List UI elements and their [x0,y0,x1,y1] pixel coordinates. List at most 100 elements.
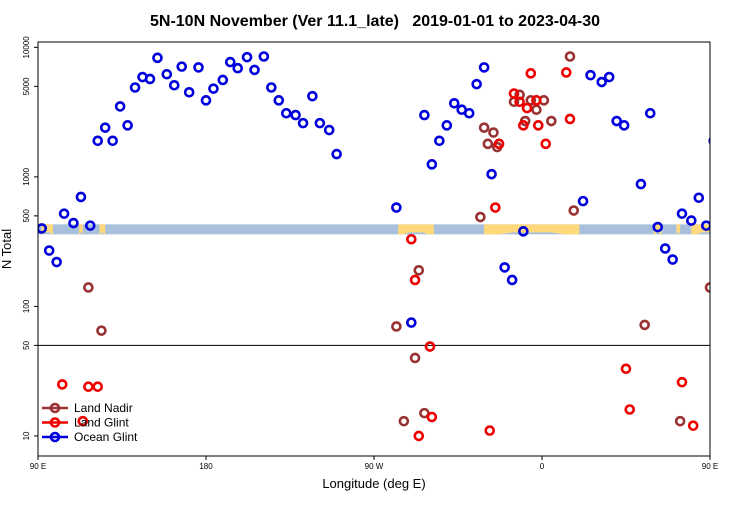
land-glint-point [620,363,632,375]
ocean-glint-point [92,135,104,147]
land-band-segment [676,224,681,235]
ocean-glint-point [441,120,453,131]
ocean-band [38,224,710,235]
land-glint-point [518,120,529,131]
land-nadir-point [413,265,425,276]
land-glint-point [514,96,525,108]
ocean-glint-point [297,117,309,129]
land-glint-point [531,95,542,106]
legend-label-land-glint: Land Glint [74,416,129,430]
ocean-glint-point [193,62,204,73]
land-glint-point [508,88,520,99]
ocean-glint-point [448,97,460,109]
land-nadir-point [409,352,421,364]
ocean-glint-point [84,220,96,231]
ocean-glint-point [249,64,260,76]
ocean-glint-point [114,101,126,112]
y-tick-label: 1000 [22,167,31,185]
ocean-glint-point [122,120,133,131]
ocean-glint-point [200,95,212,106]
ocean-glint-point [644,107,656,119]
ocean-glint-point [463,107,475,119]
land-glint-point [490,202,501,213]
land-nadir-point [83,282,94,293]
land-glint-point [560,67,572,78]
land-nadir-point [391,321,402,332]
ocean-glint-point [161,68,173,80]
y-tick-label: 100 [22,299,31,313]
land-nadir-point [482,138,494,150]
ocean-glint-point [667,254,678,265]
ocean-glint-point [232,62,244,74]
ocean-glint-point [208,83,219,94]
ocean-glint-point [659,243,671,254]
land-glint-point [676,376,688,388]
ocean-glint-point [217,74,229,86]
ocean-glint-point [499,262,510,273]
ocean-glint-point [241,51,253,63]
land-nadir-point [639,319,650,331]
land-glint-point [426,411,438,423]
axis-layer: 90 E 180 90 W 0 90 E 10 50 100 500 1000 5000 10000 [22,36,718,471]
land-band-segment [398,224,434,235]
y-tick-label: 50 [22,340,31,349]
land-glint-point [77,415,89,427]
x-axis-label: Longitude (deg E) [322,476,425,491]
points-layer [38,51,710,442]
land-glint-point [525,68,537,79]
land-band-segment [79,224,83,235]
x-tick-label: 90 E [702,462,718,471]
ocean-glint-point [652,221,664,233]
ocean-glint-point [603,71,615,83]
land-glint-point [521,102,533,114]
land-nadir-point [96,325,107,336]
land-glint-point [484,425,496,436]
land-glint-point [687,420,699,431]
land-band-segment [484,224,580,235]
ocean-glint-point [426,159,438,170]
ocean-glint-point [51,256,62,268]
land-nadir-point [531,104,542,116]
land-nadir-point [704,282,710,293]
land-glint-point [540,138,552,150]
land-glint-point [92,381,104,392]
y-axis-label: N Total [0,229,14,269]
ocean-glint-point [577,195,589,207]
y-tick-label: 10 [22,431,31,440]
legend-label-land-nadir: Land Nadir [74,401,133,415]
y-tick-label: 10000 [22,36,31,59]
ocean-glint-point [700,220,710,231]
land-band-segment [691,224,710,235]
ocean-glint-point [676,208,688,219]
land-glint-point [564,113,576,125]
ocean-glint-point [419,109,430,121]
y-tick-label: 500 [22,209,31,223]
ocean-glint-point [635,178,647,190]
land-glint-point [624,404,636,415]
ocean-glint-point [478,62,490,73]
ocean-glint-series [38,51,710,328]
land-nadir-point [478,122,490,133]
band-layer [38,224,710,235]
land-nadir-point [564,51,576,62]
ocean-glint-point [585,69,596,81]
x-tick-label: 180 [199,462,213,471]
ocean-glint-point [314,117,326,129]
ocean-glint-point [434,135,445,147]
ocean-glint-point [58,208,70,219]
ocean-glint-point [38,223,48,234]
ocean-glint-point [506,274,518,286]
land-band-segment [99,224,104,235]
ocean-glint-point [176,61,188,72]
land-nadir-point [398,415,410,427]
ocean-glint-point [99,122,111,133]
ocean-glint-point [391,202,402,213]
x-tick-label: 0 [540,462,545,471]
ocean-glint-point [273,95,285,106]
plot-frame [37,41,711,457]
land-glint-point [56,379,68,390]
y-tick-label: 5000 [22,77,31,95]
land-nadir-point [546,115,557,127]
